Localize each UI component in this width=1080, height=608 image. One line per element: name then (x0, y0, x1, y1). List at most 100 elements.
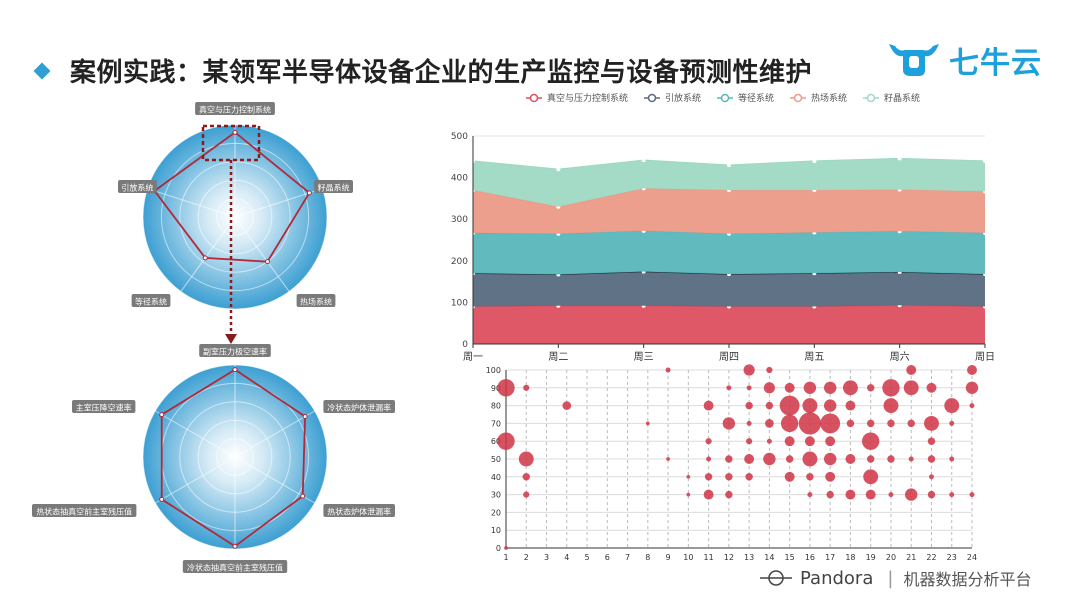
bull-logo-icon (889, 44, 939, 76)
x-tick-label: 5 (584, 553, 589, 562)
y-tick-label: 10 (491, 526, 501, 535)
x-tick-label: 8 (645, 553, 650, 562)
bubble-point (745, 473, 753, 481)
x-tick-label: 11 (704, 553, 714, 562)
radar-value-point (232, 129, 238, 135)
bubble-point (705, 438, 712, 445)
bubble-point (784, 382, 795, 393)
radar-axis-label-bg (199, 344, 271, 357)
radar-axis-label: 引放系统 (121, 183, 153, 193)
x-tick-label: 周日 (975, 351, 995, 363)
footer-separator: | (887, 567, 894, 589)
bubble-point (686, 492, 691, 497)
radar-axis-label: 冷状态抽真空前主室残压值 (187, 563, 283, 573)
y-tick-label: 0 (462, 340, 468, 350)
bubble-point (780, 414, 799, 433)
legend-label: 热场系统 (811, 92, 847, 104)
radar-value-point (306, 190, 312, 196)
y-tick-label: 50 (491, 455, 501, 464)
bubble-point (497, 379, 515, 397)
x-tick-label: 22 (926, 553, 936, 562)
x-tick-label: 21 (906, 553, 916, 562)
radar-axis-line (147, 188, 236, 218)
x-tick-label: 周三 (634, 351, 654, 363)
bubble-point (745, 401, 753, 410)
legend-label: 真空与压力控制系统 (547, 92, 628, 104)
bubble-point (803, 381, 817, 394)
radar-axis-label: 热场系统 (300, 297, 332, 307)
bubble-point (763, 452, 776, 466)
bubble-point (845, 454, 856, 464)
radar-axis-label-bg (296, 294, 336, 307)
y-tick-label: 80 (491, 402, 501, 411)
legend-marker (793, 93, 803, 103)
footer-watermark: 机器数据分析平台 (903, 570, 1032, 589)
y-tick-label: 40 (491, 473, 501, 482)
bubble-point (907, 419, 915, 428)
bubble-point (802, 398, 818, 414)
x-tick-label: 23 (947, 553, 957, 562)
bubble-point (887, 455, 895, 463)
radar-axis-label: 真空与压力控制系统 (199, 105, 271, 115)
bubble-point (497, 432, 515, 450)
radar-axis-label-bg (323, 504, 395, 517)
bubble-point (949, 456, 955, 462)
bubble-point (523, 384, 530, 391)
bubble-point (866, 455, 875, 463)
legend-label: 籽晶系统 (884, 92, 920, 104)
y-tick-label: 60 (491, 437, 501, 446)
radar-axis-label-bg (72, 400, 136, 413)
radar-value-point (300, 493, 306, 499)
x-tick-label: 19 (866, 553, 876, 562)
bubble-point (744, 454, 755, 464)
y-tick-label: 200 (451, 257, 468, 267)
bubble-point (908, 456, 914, 462)
bubble-point (784, 436, 795, 447)
legend-marker (866, 93, 876, 103)
bubble-point (820, 413, 841, 434)
bubble-point (926, 382, 937, 393)
footer: Pandora | 机器数据分析平台 (760, 566, 1031, 590)
logo-text: 七牛云 (949, 46, 1042, 81)
bubble-point (686, 474, 691, 479)
bubble-point (726, 385, 732, 391)
bubble-point (766, 366, 773, 374)
y-tick-label: 20 (491, 508, 501, 517)
bubble-point (927, 490, 936, 499)
bubble-point (779, 395, 800, 416)
bubble-point (645, 421, 650, 426)
bubble-point (965, 381, 979, 394)
x-tick-label: 周一 (463, 351, 483, 363)
y-tick-label: 100 (486, 366, 501, 375)
radar-axis-label: 等径系统 (135, 297, 167, 307)
bubble-point (866, 419, 875, 428)
x-tick-label: 15 (785, 553, 795, 562)
zoom-connector (201, 124, 261, 344)
area-series (473, 271, 985, 307)
bubble-point (725, 455, 733, 463)
radar-value-point (159, 496, 165, 502)
radar-axis-label: 主室压降空速率 (76, 403, 132, 413)
radar-axis-label: 籽晶系统 (318, 183, 350, 193)
x-tick-label: 1 (503, 553, 508, 562)
logo: 七牛云 (885, 38, 1042, 82)
x-tick-label: 6 (605, 553, 610, 562)
area-data-point (641, 158, 646, 163)
bubble-point (882, 379, 900, 397)
area-series (473, 305, 985, 344)
radar-axis-line (180, 216, 236, 292)
bubble-point (806, 473, 814, 481)
footer-brand: Pandora (800, 567, 874, 589)
bubble-point (906, 365, 917, 375)
x-tick-label: 12 (724, 553, 734, 562)
area-series (473, 158, 985, 207)
bubble-point (842, 380, 858, 396)
stacked-area-chart: 真空与压力控制系统 引放系统 等径系统 热场系统 籽晶系统 0 100 200 300 400 50… (451, 92, 995, 363)
bubble-point (743, 364, 755, 376)
bubble-point (746, 385, 752, 391)
radar-value-point (302, 414, 308, 420)
bullet-diamond-icon (33, 62, 51, 79)
area-data-point (812, 158, 817, 163)
bubble-point (763, 382, 775, 394)
